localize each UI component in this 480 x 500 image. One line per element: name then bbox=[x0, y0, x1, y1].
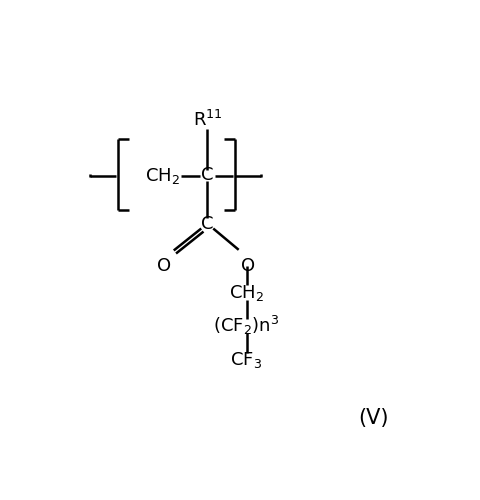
Text: R$^{11}$: R$^{11}$ bbox=[192, 110, 222, 130]
Text: (CF$_2$)n$^3$: (CF$_2$)n$^3$ bbox=[213, 314, 279, 337]
Text: CH$_2$: CH$_2$ bbox=[145, 166, 180, 186]
Text: C: C bbox=[201, 214, 213, 232]
Text: CF$_3$: CF$_3$ bbox=[230, 350, 262, 370]
Text: O: O bbox=[157, 257, 171, 275]
Text: CH$_2$: CH$_2$ bbox=[228, 283, 264, 303]
Text: O: O bbox=[241, 257, 255, 275]
Text: C: C bbox=[201, 166, 213, 184]
Text: (V): (V) bbox=[357, 408, 388, 428]
